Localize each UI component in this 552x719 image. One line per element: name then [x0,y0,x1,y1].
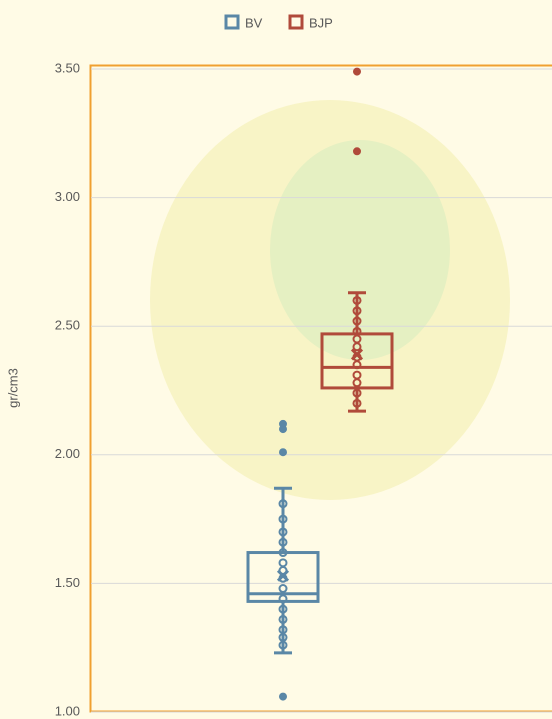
data-point [352,378,362,388]
data-point [278,537,288,547]
data-point [278,548,288,558]
y-tick-label: 2.00 [55,446,80,461]
data-point [352,398,362,408]
data-point [352,342,362,352]
data-point [352,360,362,370]
data-point [278,640,288,650]
outlier [279,692,287,701]
y-tick-label: 1.00 [55,703,80,718]
outlier [353,147,361,156]
legend-swatch [224,14,240,30]
outlier [279,425,287,434]
data-point [352,388,362,398]
data-point [352,316,362,326]
data-point [278,614,288,624]
legend-label: BV [245,15,263,30]
data-point [278,514,288,524]
y-axis-title: gr/cm3 [5,368,20,408]
y-tick-label: 1.50 [55,575,80,590]
mean-marker [350,348,364,361]
mean-marker [276,569,290,582]
data-point [278,527,288,537]
y-tick-label: 3.50 [55,60,80,75]
data-point [352,306,362,316]
data-point [278,584,288,594]
y-tick-label: 2.50 [55,318,80,333]
y-tick-label: 3.00 [55,189,80,204]
data-point [278,604,288,614]
data-point [352,295,362,305]
data-point [278,594,288,604]
legend-label: BJP [309,15,333,30]
data-point [278,499,288,509]
outlier [353,67,361,76]
legend-swatch [288,14,304,30]
watermark [270,140,450,360]
outlier [279,448,287,457]
